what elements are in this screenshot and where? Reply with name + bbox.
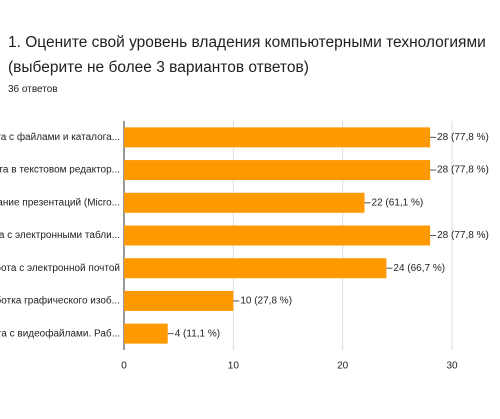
x-tick-label: 20 <box>337 361 349 372</box>
x-tick-label: 30 <box>446 361 458 372</box>
y-tick-label: работа с видеофайлами. Раб... <box>0 327 120 339</box>
value-label: 24 (66,7 %) <box>393 263 445 274</box>
y-tick-label: создание презентаций (Micro... <box>0 197 120 208</box>
value-label: 28 (77,8 %) <box>437 132 489 143</box>
bar <box>124 290 234 311</box>
value-label: 28 (77,8 %) <box>437 165 489 176</box>
x-tick-label: 0 <box>121 361 127 372</box>
y-tick-label: работа с электронными табли... <box>0 229 120 241</box>
value-label: 28 (77,8 %) <box>437 230 489 241</box>
bar <box>124 323 168 344</box>
chart-title: 1. Оцените свой уровень владения компьют… <box>8 34 486 76</box>
bar <box>124 192 365 213</box>
y-tick-label: работа с файлами и каталога... <box>0 131 120 143</box>
response-count: 36 ответов <box>8 84 58 95</box>
bar <box>124 127 431 148</box>
bar <box>124 160 431 181</box>
bar <box>124 225 431 246</box>
value-label: 10 (27,8 %) <box>240 296 292 307</box>
y-tick-label: работа с электронной почтой <box>0 262 120 274</box>
x-tick-label: 10 <box>228 361 240 372</box>
y-tick-label: работа в текстовом редактор... <box>0 164 120 176</box>
y-tick-label: обработка графического изоб... <box>0 295 120 307</box>
value-label: 22 (61,1 %) <box>372 197 424 208</box>
bar <box>124 258 387 279</box>
value-label: 4 (11,1 %) <box>175 328 220 339</box>
